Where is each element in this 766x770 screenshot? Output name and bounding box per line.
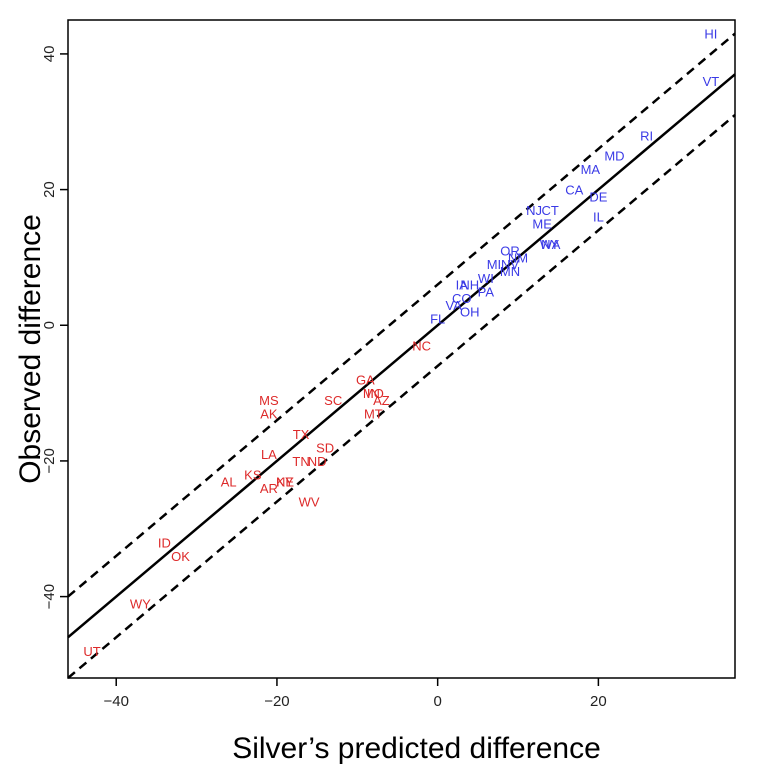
state-label-ut: UT	[83, 644, 100, 659]
state-label-ct: CT	[541, 203, 558, 218]
state-label-ny: NY	[541, 237, 559, 252]
state-label-nc: NC	[412, 339, 431, 354]
y-tick-label: −20	[41, 448, 58, 473]
state-label-wv: WV	[299, 495, 320, 510]
state-label-az: AZ	[373, 393, 390, 408]
state-label-de: DE	[589, 189, 607, 204]
state-label-ak: AK	[260, 406, 278, 421]
state-label-nv: NV	[501, 257, 519, 272]
state-label-md: MD	[604, 149, 624, 164]
state-label-mo: MO	[363, 386, 384, 401]
state-label-nh: NH	[460, 278, 479, 293]
state-label-oh: OH	[460, 305, 480, 320]
state-label-tx: TX	[293, 427, 310, 442]
y-tick-label: −40	[41, 584, 58, 609]
state-label-ms: MS	[259, 393, 279, 408]
x-tick-label: 0	[433, 693, 441, 710]
state-label-mi: MI	[487, 257, 501, 272]
state-label-sc: SC	[324, 393, 342, 408]
state-label-or: OR	[500, 244, 520, 259]
state-label-sd: SD	[316, 440, 334, 455]
state-label-me: ME	[532, 217, 552, 232]
state-label-wi: WI	[478, 271, 494, 286]
state-label-pa: PA	[478, 284, 495, 299]
state-label-wa: WA	[540, 237, 561, 252]
state-label-al: AL	[221, 474, 237, 489]
state-label-nd: ND	[308, 454, 327, 469]
band-line-dashed-1	[67, 32, 736, 598]
y-axis-title: Observed difference	[14, 214, 47, 484]
state-label-tn: TN	[292, 454, 309, 469]
state-label-wy: WY	[130, 596, 151, 611]
state-label-in: IN	[367, 386, 380, 401]
state-label-ky: KY	[276, 474, 294, 489]
state-label-ks: KS	[244, 467, 262, 482]
y-axis: −40 −20 0 20 40	[41, 46, 68, 609]
state-label-co: CO	[452, 291, 472, 306]
x-axis: −40 −20 0 20	[103, 678, 607, 710]
state-label-ri: RI	[640, 128, 653, 143]
state-label-id: ID	[158, 535, 171, 550]
y-tick-label: 0	[41, 321, 58, 329]
state-label-ar: AR	[260, 481, 278, 496]
state-label-va: VA	[446, 298, 463, 313]
reference-lines	[67, 32, 736, 679]
x-tick-label: 20	[590, 693, 607, 710]
x-tick-label: −40	[103, 693, 128, 710]
state-label-nj: NJ	[526, 203, 542, 218]
state-label-nm: NM	[508, 250, 528, 265]
fit-line	[67, 73, 736, 639]
state-label-mn: MN	[500, 264, 520, 279]
state-label-hi: HI	[704, 27, 717, 42]
state-label-ca: CA	[565, 183, 583, 198]
state-label-ia: IA	[456, 278, 469, 293]
state-label-la: LA	[261, 447, 277, 462]
state-label-ma: MA	[581, 162, 601, 177]
state-label-mt: MT	[364, 406, 383, 421]
band-line-dashed-2	[67, 114, 736, 679]
state-label-vt: VT	[703, 74, 720, 89]
state-label-ne: NE	[276, 474, 294, 489]
plot-frame	[67, 19, 736, 679]
x-axis-title: Silver’s predicted difference	[232, 732, 601, 765]
y-tick-label: 20	[41, 181, 58, 198]
state-label-il: IL	[593, 210, 604, 225]
state-label-ga: GA	[356, 373, 375, 388]
state-label-ok: OK	[171, 549, 190, 564]
y-tick-label: 40	[41, 46, 58, 63]
x-tick-label: −20	[264, 693, 289, 710]
state-label-fl: FL	[430, 311, 445, 326]
